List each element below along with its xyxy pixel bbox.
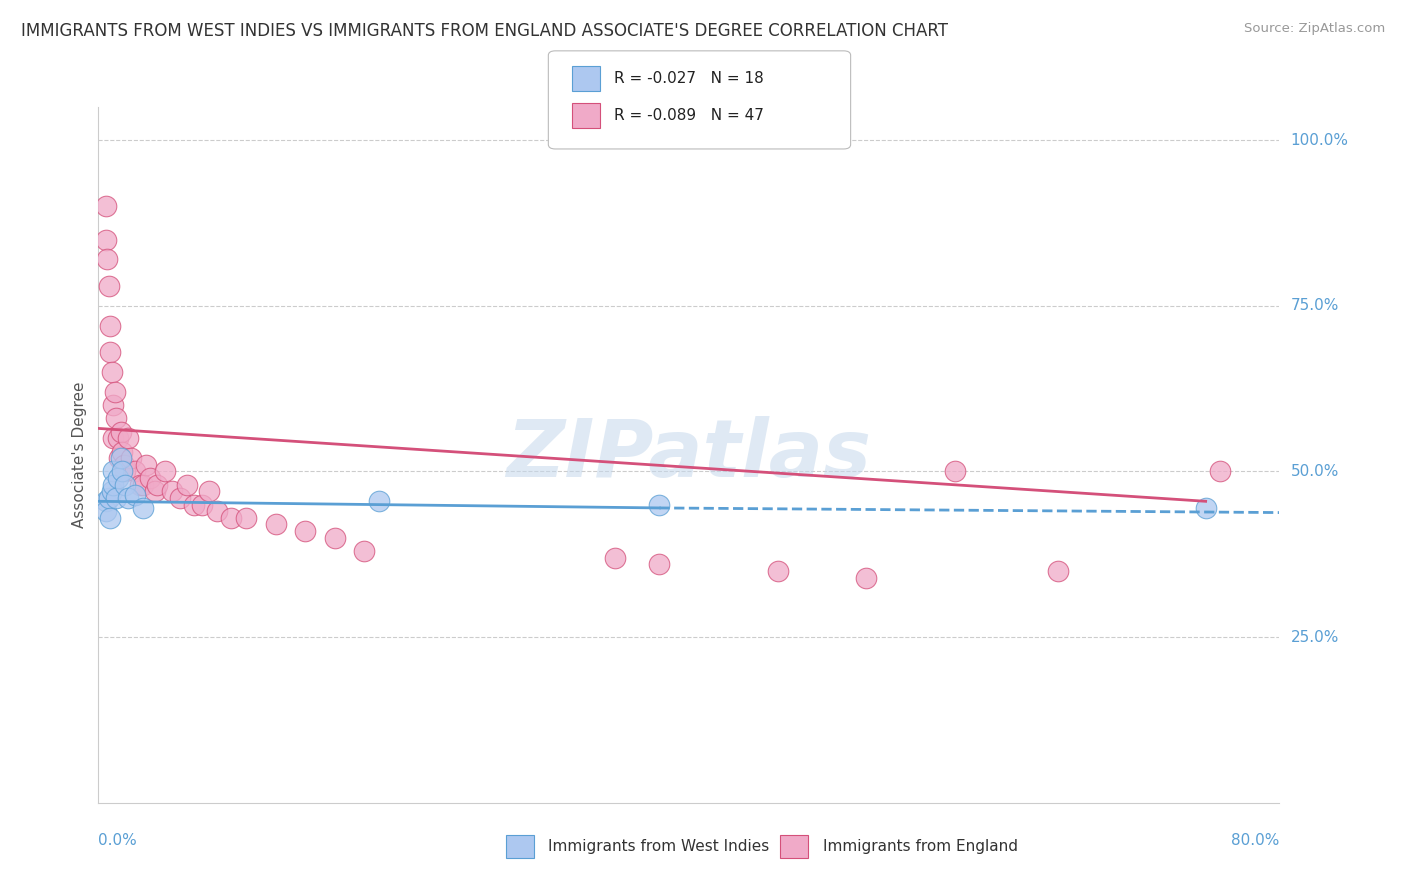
Text: 25.0%: 25.0% xyxy=(1291,630,1339,645)
Text: R = -0.089   N = 47: R = -0.089 N = 47 xyxy=(614,109,765,123)
Text: Source: ZipAtlas.com: Source: ZipAtlas.com xyxy=(1244,22,1385,36)
Point xyxy=(323,531,346,545)
Point xyxy=(114,477,136,491)
Point xyxy=(139,471,162,485)
Text: ZIPatlas: ZIPatlas xyxy=(506,416,872,494)
Point xyxy=(183,498,205,512)
Point xyxy=(1209,465,1232,479)
Text: 50.0%: 50.0% xyxy=(1291,464,1339,479)
Point xyxy=(100,484,122,499)
Point xyxy=(103,465,125,479)
Point xyxy=(648,558,671,572)
Point xyxy=(98,318,121,333)
Point xyxy=(135,458,157,472)
Point xyxy=(103,398,125,412)
Point xyxy=(111,465,134,479)
Point xyxy=(97,491,120,505)
Point xyxy=(353,544,375,558)
Text: R = -0.027   N = 18: R = -0.027 N = 18 xyxy=(614,71,765,86)
Point xyxy=(1046,564,1069,578)
Point xyxy=(112,458,135,472)
Point xyxy=(100,365,122,379)
Point xyxy=(132,500,155,515)
Text: IMMIGRANTS FROM WEST INDIES VS IMMIGRANTS FROM ENGLAND ASSOCIATE'S DEGREE CORREL: IMMIGRANTS FROM WEST INDIES VS IMMIGRANT… xyxy=(21,22,948,40)
Point xyxy=(128,477,150,491)
Point xyxy=(111,444,134,458)
Point xyxy=(943,465,966,479)
Text: 80.0%: 80.0% xyxy=(1232,833,1279,848)
Point xyxy=(132,477,155,491)
Point xyxy=(855,570,877,584)
Point xyxy=(107,471,129,485)
Point xyxy=(169,491,191,505)
Point xyxy=(605,550,627,565)
Point xyxy=(96,252,118,267)
Point xyxy=(264,517,287,532)
Point xyxy=(205,504,228,518)
Point xyxy=(143,484,166,499)
Point xyxy=(105,411,128,425)
Point xyxy=(104,384,127,399)
Point xyxy=(146,477,169,491)
Point xyxy=(110,425,132,439)
Point xyxy=(110,451,132,466)
Point xyxy=(98,345,121,359)
Point xyxy=(153,465,176,479)
Point xyxy=(1195,500,1218,515)
Point xyxy=(117,491,139,505)
Point xyxy=(219,511,242,525)
Point xyxy=(176,477,198,491)
Point xyxy=(94,504,117,518)
Point xyxy=(235,511,257,525)
Point xyxy=(368,494,391,508)
Point xyxy=(124,465,146,479)
Point xyxy=(105,491,128,505)
Point xyxy=(107,431,129,445)
Text: 75.0%: 75.0% xyxy=(1291,298,1339,313)
Point xyxy=(103,431,125,445)
Point xyxy=(191,498,214,512)
Point xyxy=(98,511,121,525)
Point xyxy=(294,524,316,538)
Point xyxy=(648,498,671,512)
Point xyxy=(97,279,120,293)
Text: Immigrants from England: Immigrants from England xyxy=(823,839,1018,854)
Point xyxy=(94,494,117,508)
Text: Immigrants from West Indies: Immigrants from West Indies xyxy=(548,839,769,854)
Point xyxy=(103,477,125,491)
Y-axis label: Associate's Degree: Associate's Degree xyxy=(72,382,87,528)
Point xyxy=(198,484,221,499)
Point xyxy=(117,431,139,445)
Point xyxy=(162,484,183,499)
Point xyxy=(124,488,146,502)
Point xyxy=(766,564,789,578)
Point xyxy=(94,199,117,213)
Text: 0.0%: 0.0% xyxy=(98,833,138,848)
Point xyxy=(114,465,136,479)
Point xyxy=(120,451,142,466)
Text: 100.0%: 100.0% xyxy=(1291,133,1348,148)
Point xyxy=(108,451,131,466)
Point xyxy=(94,233,117,247)
